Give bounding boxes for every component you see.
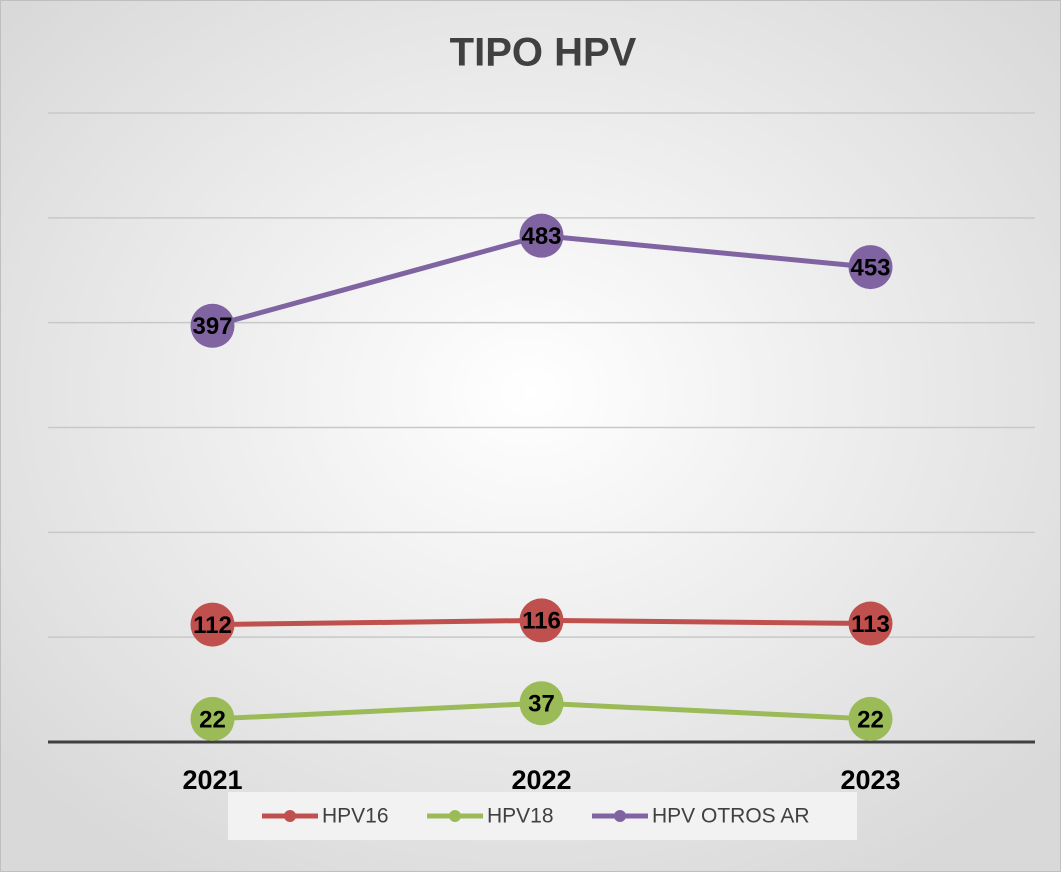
legend-label: HPV OTROS AR bbox=[652, 805, 810, 828]
data-label: 22 bbox=[199, 706, 226, 733]
marker bbox=[190, 602, 235, 647]
data-label: 453 bbox=[850, 254, 890, 281]
marker bbox=[519, 681, 564, 726]
marker bbox=[190, 303, 235, 348]
legend-marker bbox=[449, 810, 461, 822]
x-tick-label: 2021 bbox=[182, 765, 242, 795]
data-label: 113 bbox=[851, 611, 890, 638]
x-tick-label: 2022 bbox=[511, 765, 571, 795]
data-label: 112 bbox=[193, 612, 232, 639]
data-label: 483 bbox=[521, 223, 561, 250]
legend-label: HPV18 bbox=[487, 805, 554, 828]
data-label: 37 bbox=[528, 691, 555, 718]
legend-box bbox=[228, 792, 857, 840]
legend-marker bbox=[614, 810, 626, 822]
marker bbox=[848, 696, 893, 741]
marker bbox=[519, 598, 564, 643]
marker bbox=[190, 696, 235, 741]
chart-title: TIPO HPV bbox=[450, 31, 637, 75]
marker bbox=[519, 213, 564, 258]
x-tick-label: 2023 bbox=[840, 765, 900, 795]
legend-label: HPV16 bbox=[322, 805, 389, 828]
marker bbox=[848, 601, 893, 646]
data-label: 22 bbox=[857, 706, 884, 733]
legend-marker bbox=[284, 810, 296, 822]
marker bbox=[848, 245, 893, 290]
data-label: 116 bbox=[522, 608, 561, 635]
data-label: 397 bbox=[192, 313, 232, 340]
